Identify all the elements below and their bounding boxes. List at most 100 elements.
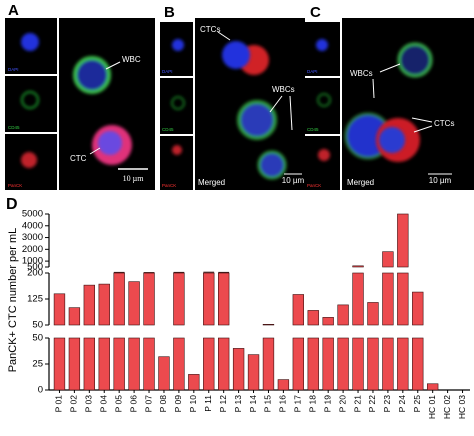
bar (53, 337, 66, 391)
ctc-nucleus (379, 127, 405, 153)
panel-letter: B (164, 4, 175, 21)
scale-label: 10 µm (282, 176, 305, 185)
wbc-cell (237, 100, 277, 140)
x-tick-label: P 20 (337, 395, 347, 413)
ctc-nucleus (98, 131, 122, 155)
channel-label: PanCK (8, 183, 22, 188)
bar (337, 304, 349, 326)
bar (262, 337, 275, 391)
arrow (372, 78, 375, 99)
bar (173, 337, 185, 391)
bar (218, 272, 230, 326)
x-tick-label: P 06 (128, 395, 138, 413)
arrow (89, 147, 101, 155)
bar (98, 337, 110, 391)
bar (337, 337, 349, 391)
bar (292, 337, 304, 391)
bar (128, 281, 140, 326)
x-tick-label: P 02 (69, 395, 79, 413)
bar (247, 354, 260, 391)
bar (292, 294, 304, 326)
x-tick-label: P 07 (143, 395, 153, 413)
bar (68, 307, 81, 326)
x-tick-label: P 16 (278, 395, 288, 413)
annotation: WBC (122, 55, 141, 64)
y-tick-label: 200 (27, 268, 43, 279)
annotation: WBCs (272, 85, 295, 94)
x-tick-label: P 05 (113, 395, 123, 413)
channel-label: DAPI (162, 69, 173, 74)
channel-label: CD45 (307, 127, 319, 132)
x-tick-label: P 22 (367, 395, 377, 413)
ctc-blob (172, 145, 182, 155)
channel-label: PanCK (162, 183, 176, 188)
annotation: CTCs (200, 25, 220, 34)
channel-label: DAPI (307, 69, 318, 74)
y-tick-label: 3000 (22, 232, 43, 243)
y-tick-label: 1000 (22, 256, 43, 267)
y-tick-label: 5000 (22, 209, 43, 220)
bar (113, 272, 125, 326)
nucleus (172, 39, 184, 51)
bar (307, 337, 319, 391)
channel-label: DAPI (8, 67, 19, 72)
bar (113, 337, 125, 391)
bar (143, 337, 155, 391)
bar (382, 337, 394, 391)
x-tick-label: P 08 (158, 395, 168, 413)
wbc-cell (257, 150, 287, 180)
bar (203, 337, 215, 391)
bar (218, 337, 230, 391)
ctc-blob (21, 152, 37, 168)
bar (382, 251, 394, 268)
panck-tile (305, 136, 340, 190)
bar (173, 272, 185, 326)
merged-label: Merged (198, 178, 225, 187)
scale-label: 10 µm (123, 174, 145, 183)
arrow (217, 31, 231, 41)
ctc-blob (318, 149, 330, 161)
bar (53, 293, 66, 326)
panck-tile (160, 136, 193, 190)
bar (83, 284, 95, 326)
cd45-tile (160, 78, 193, 134)
x-tick-label: P 09 (173, 395, 183, 413)
panel-b: B DAPI CD45 PanCK CTCs WBCs Merged 10 µm (160, 4, 305, 190)
bar (322, 337, 334, 391)
bar (277, 379, 290, 391)
bar (188, 374, 200, 391)
bar (352, 272, 364, 326)
x-tick-label: P 18 (308, 395, 318, 413)
y-tick-label: 0 (38, 385, 43, 396)
x-tick-label: HC 01 (427, 395, 437, 419)
panel-c: C DAPI CD45 PanCK WBCs CTCs Merged 10 µm (305, 4, 474, 190)
nucleus (21, 33, 39, 51)
x-tick-label: P 01 (54, 395, 64, 413)
scale-label: 10 µm (429, 176, 452, 185)
bar (397, 272, 409, 326)
arrow (289, 95, 293, 131)
wbc-cell (73, 56, 111, 94)
panel-letter: A (8, 2, 19, 19)
channel-label: PanCK (307, 183, 321, 188)
channel-label: CD45 (162, 127, 174, 132)
bar (367, 337, 379, 391)
arrow (269, 95, 283, 113)
x-tick-label: P 15 (263, 395, 273, 413)
bar (262, 324, 275, 326)
merged-label: Merged (347, 178, 374, 187)
bar (203, 272, 215, 326)
x-tick-label: P 19 (322, 395, 332, 413)
bar (397, 337, 409, 391)
bar (232, 348, 245, 391)
bar (412, 337, 424, 391)
x-tick-label: P 24 (397, 395, 407, 413)
y-tick-label: 2000 (22, 244, 43, 255)
annotation: CTCs (434, 119, 454, 128)
x-tick-label: P 04 (99, 395, 109, 413)
y-tick-label: 50 (32, 333, 43, 344)
bar (382, 272, 394, 326)
x-tick-label: HC 03 (457, 395, 467, 419)
bar (322, 317, 334, 326)
